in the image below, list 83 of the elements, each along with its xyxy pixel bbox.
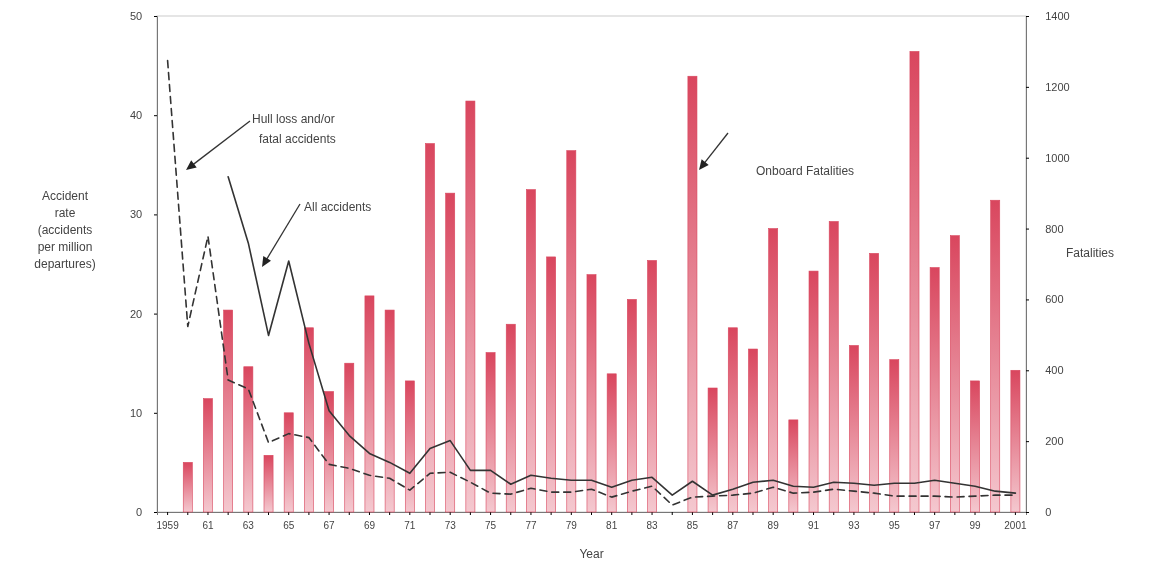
x-tick-label: 2001 (1004, 520, 1027, 531)
bar (707, 387, 718, 513)
y-tick-label: 0 (136, 506, 143, 519)
x-tick-label: 61 (202, 520, 214, 531)
bar (283, 412, 294, 513)
bar (364, 295, 375, 513)
x-tick-label: 69 (363, 520, 376, 531)
bar (485, 352, 496, 513)
y-tick-label: 10 (129, 406, 143, 419)
y2-tick-label: 0 (1045, 506, 1052, 519)
bar (425, 143, 435, 513)
bar (768, 228, 779, 513)
bar (546, 256, 556, 513)
bar (526, 189, 536, 513)
y-tick-label: 40 (129, 109, 143, 122)
bar (748, 348, 758, 513)
bar (929, 267, 940, 513)
bar (445, 192, 456, 513)
bar (384, 309, 395, 513)
x-tick-label: 77 (525, 520, 537, 531)
bar (223, 309, 233, 513)
x-tick-label: 95 (888, 520, 901, 531)
x-tick-label: 87 (727, 520, 739, 531)
bar (828, 221, 839, 513)
x-tick-label: 1959 (156, 520, 180, 531)
y2-tick-label: 1200 (1045, 80, 1070, 93)
y-tick-label: 50 (129, 10, 143, 23)
y-tick-label: 20 (129, 307, 143, 320)
bar (606, 373, 617, 513)
y2-tick-label: 1000 (1045, 151, 1070, 164)
bar (263, 455, 274, 513)
x-tick-label: 97 (929, 520, 941, 531)
bar (849, 345, 859, 513)
bar (990, 199, 1001, 513)
bar (909, 51, 920, 513)
x-axis-title: Year (579, 547, 604, 561)
annotation: Hull loss and/or fatal accidents (252, 112, 336, 146)
x-tick-label: 73 (444, 520, 457, 531)
bar (727, 327, 738, 513)
x-tick-label: 65 (283, 520, 295, 531)
x-tick-label: 79 (565, 520, 578, 531)
bar (627, 299, 637, 513)
bar (687, 75, 698, 513)
bar (808, 270, 819, 513)
bar (1010, 369, 1021, 513)
annotation: Onboard Fatalities (756, 164, 855, 178)
bar (586, 274, 597, 513)
bar (404, 380, 415, 513)
bar (889, 359, 900, 513)
y2-tick-label: 1400 (1045, 10, 1070, 23)
bar (566, 150, 577, 513)
y2-tick-label: 400 (1045, 364, 1064, 377)
bar (304, 327, 314, 513)
x-tick-label: 63 (242, 520, 255, 531)
y2-tick-label: 200 (1045, 435, 1064, 448)
y2-tick-label: 600 (1045, 293, 1064, 306)
bar (203, 398, 213, 513)
x-tick-label: 99 (969, 520, 982, 531)
annotation: All accidents (304, 200, 372, 214)
x-tick-label: 83 (646, 520, 659, 531)
bar (182, 462, 193, 513)
y-tick-label: 30 (129, 208, 143, 221)
x-tick-label: 93 (848, 520, 860, 531)
bar (324, 391, 334, 513)
bar (465, 100, 476, 513)
bar (344, 362, 355, 513)
x-tick-label: 91 (807, 520, 820, 531)
bar (647, 260, 657, 513)
bar (243, 366, 254, 513)
x-tick-label: 75 (485, 520, 497, 531)
x-tick-label: 81 (606, 520, 618, 531)
y2-tick-label: 800 (1045, 222, 1064, 235)
bar (970, 380, 980, 513)
bar (869, 253, 879, 513)
x-tick-label: 67 (323, 520, 336, 531)
y-axis-title: Accident rate (accidents per million departures) (34, 189, 96, 271)
bar (505, 323, 516, 513)
bar (950, 235, 960, 513)
x-tick-label: 85 (686, 520, 699, 531)
x-tick-label: 71 (404, 520, 416, 531)
y2-axis-title: Fatalities (1066, 246, 1115, 260)
x-tick-label: 89 (767, 520, 780, 531)
bar (788, 419, 799, 513)
